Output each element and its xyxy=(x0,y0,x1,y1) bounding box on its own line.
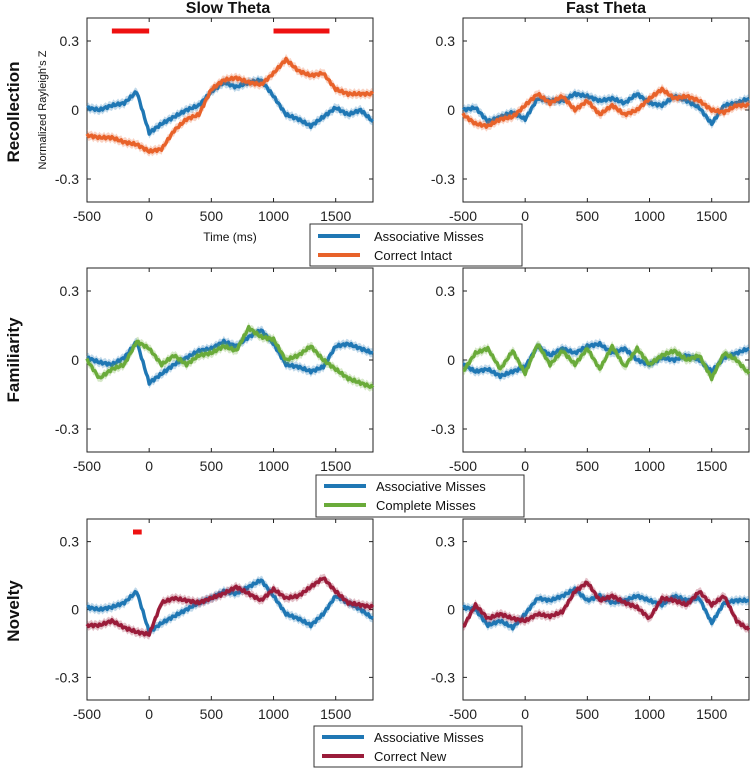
legend-label: Associative Misses xyxy=(374,229,484,244)
x-tick-label: 1000 xyxy=(634,458,665,474)
y-tick-label: 0 xyxy=(71,102,79,118)
x-tick-label: 1500 xyxy=(696,208,727,224)
y-tick-label: 0 xyxy=(71,352,79,368)
x-tick-label: -500 xyxy=(73,208,101,224)
y-tick-label: 0.3 xyxy=(436,33,456,49)
legend-label: Correct New xyxy=(374,749,447,764)
series-line xyxy=(462,343,750,382)
x-tick-label: -500 xyxy=(449,706,477,722)
x-tick-label: 500 xyxy=(200,208,224,224)
series-line xyxy=(86,578,374,635)
x-tick-label: 1500 xyxy=(320,706,351,722)
column-title-slow-theta: Slow Theta xyxy=(186,0,271,17)
x-tick-label: 1000 xyxy=(634,208,665,224)
x-tick-label: -500 xyxy=(449,458,477,474)
x-tick-label: 1000 xyxy=(258,458,289,474)
legend-familiarity: Associative Misses Complete Misses xyxy=(315,474,525,518)
row-label-familiarity: Familiarity xyxy=(4,317,23,403)
legend-label: Associative Misses xyxy=(376,479,486,494)
series-line xyxy=(461,86,750,129)
x-tick-label: 1000 xyxy=(258,208,289,224)
y-tick-label: 0 xyxy=(447,352,455,368)
y-tick-label: 0.3 xyxy=(436,534,456,550)
x-tick-label: 0 xyxy=(521,458,529,474)
y-tick-label: 0.3 xyxy=(60,534,80,550)
x-tick-label: -500 xyxy=(73,458,101,474)
y-tick-label: -0.3 xyxy=(431,421,455,437)
series-error-band xyxy=(87,325,373,389)
legend-label: Correct Intact xyxy=(374,248,452,263)
panel-familiarity-slow-theta: -500 0 500 1000 1500 -0.3 0 0.3 xyxy=(55,267,375,474)
y-tick-label: -0.3 xyxy=(55,421,79,437)
x-tick-label: 0 xyxy=(145,458,153,474)
x-tick-label: 500 xyxy=(200,706,224,722)
x-tick-label: 500 xyxy=(200,458,224,474)
column-title-fast-theta: Fast Theta xyxy=(566,0,646,17)
x-tick-label: 1500 xyxy=(320,208,351,224)
y-tick-label: 0 xyxy=(447,602,455,618)
x-tick-label: 0 xyxy=(145,706,153,722)
x-tick-label: -500 xyxy=(73,706,101,722)
x-tick-label: 1500 xyxy=(696,706,727,722)
y-tick-label: -0.3 xyxy=(55,171,79,187)
x-tick-label: 1500 xyxy=(320,458,351,474)
x-tick-label: 0 xyxy=(521,208,529,224)
y-tick-label: 0 xyxy=(71,602,79,618)
y-tick-label: 0 xyxy=(447,102,455,118)
axes-frame xyxy=(86,518,374,701)
x-tick-label: 1000 xyxy=(634,706,665,722)
x-tick-label: 500 xyxy=(576,208,600,224)
y-axis-label: Normalized Rayleigh's Z xyxy=(37,50,49,169)
series-line xyxy=(85,324,375,389)
x-tick-label: -500 xyxy=(449,208,477,224)
y-tick-label: -0.3 xyxy=(431,669,455,685)
y-tick-label: 0.3 xyxy=(436,283,456,299)
x-tick-label: 1500 xyxy=(696,458,727,474)
series-line xyxy=(86,77,375,136)
series-line xyxy=(85,56,375,154)
x-tick-label: 0 xyxy=(145,208,153,224)
panel-recollection-slow-theta: -500 0 500 1000 1500 -0.3 0 0.3 xyxy=(55,17,375,224)
panel-novelty-fast-theta: -500 0 500 1000 1500 -0.3 0 0.3 xyxy=(431,518,750,722)
y-tick-label: -0.3 xyxy=(55,669,79,685)
series-line xyxy=(462,580,750,631)
x-tick-label: 1000 xyxy=(258,706,289,722)
panel-novelty-slow-theta: -500 0 500 1000 1500 -0.3 0 0.3 xyxy=(55,518,375,722)
axes-frame xyxy=(86,17,374,203)
series-error-band xyxy=(87,573,373,640)
legend-novelty: Associative Misses Correct New xyxy=(313,725,523,768)
panel-recollection-fast-theta: -500 0 500 1000 1500 -0.3 0 0.3 xyxy=(431,17,750,224)
x-tick-label: 0 xyxy=(521,706,529,722)
series-line xyxy=(85,576,375,637)
axes-frame xyxy=(86,267,374,453)
legend-label: Associative Misses xyxy=(374,730,484,745)
y-tick-label: 0.3 xyxy=(60,283,80,299)
row-label-recollection: Recollection xyxy=(4,61,23,162)
x-tick-label: 500 xyxy=(576,706,600,722)
legend-recollection: Associative Misses Correct Intact xyxy=(309,223,523,267)
x-tick-label: 500 xyxy=(576,458,600,474)
legend-label: Complete Misses xyxy=(376,498,476,513)
x-axis-label: Time (ms) xyxy=(203,230,257,244)
y-tick-label: -0.3 xyxy=(431,171,455,187)
row-label-novelty: Novelty xyxy=(4,580,23,642)
y-tick-label: 0.3 xyxy=(60,33,80,49)
axes-frame xyxy=(462,518,750,701)
series-line xyxy=(461,91,750,127)
panel-familiarity-fast-theta: -500 0 500 1000 1500 -0.3 0 0.3 xyxy=(431,267,750,474)
